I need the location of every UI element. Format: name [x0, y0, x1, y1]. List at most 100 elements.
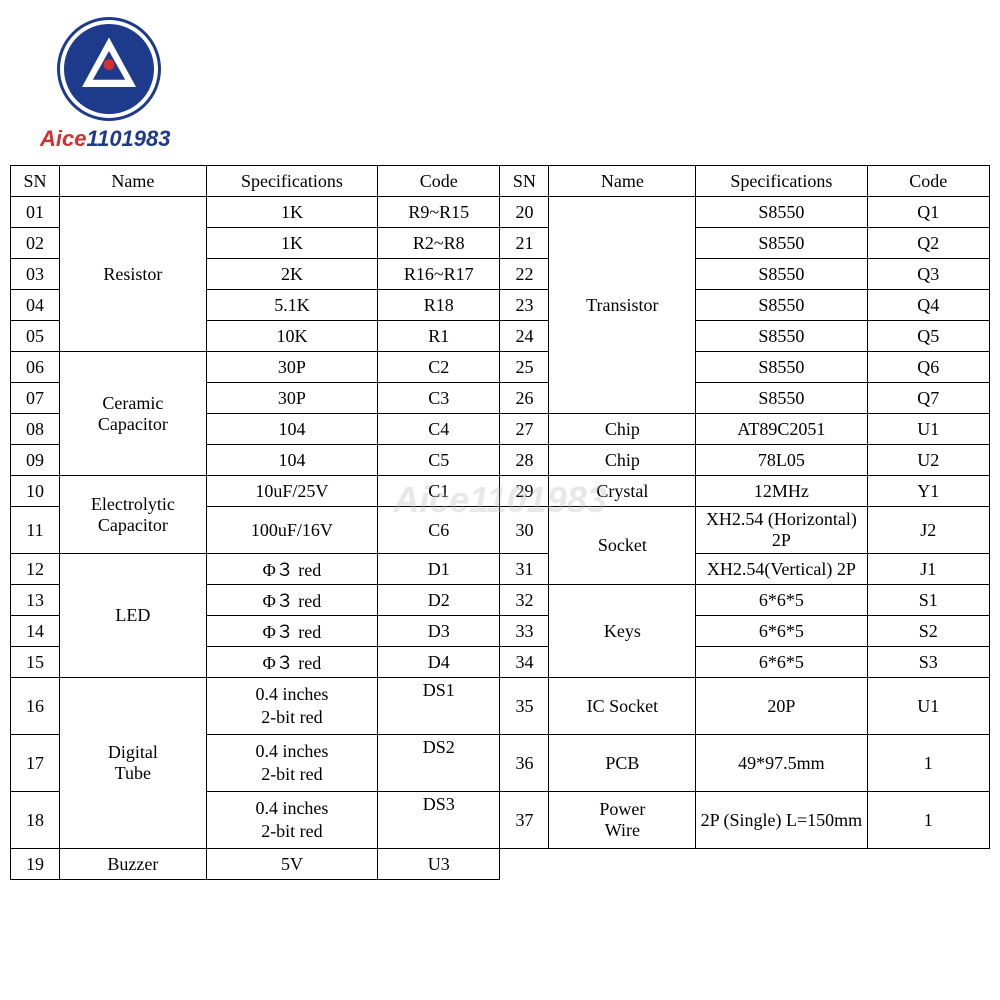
cell-sn: 25: [500, 352, 549, 383]
cell-sn: 06: [11, 352, 60, 383]
cell-code: Q4: [867, 290, 989, 321]
cell-code: D1: [378, 554, 500, 585]
header-spec: Specifications: [206, 166, 377, 197]
cell-name: IC Socket: [549, 678, 696, 735]
cell-code: C4: [378, 414, 500, 445]
cell-spec: XH2.54 (Horizontal) 2P: [696, 507, 867, 554]
cell-spec: 49*97.5mm: [696, 735, 867, 792]
cell-spec: Φ３ red: [206, 585, 377, 616]
cell-name: CeramicCapacitor: [59, 352, 206, 476]
cell-code: U3: [378, 849, 500, 880]
cell-spec: Φ３ red: [206, 616, 377, 647]
cell-code: Q1: [867, 197, 989, 228]
cell-name: Chip: [549, 414, 696, 445]
cell-spec: 2K: [206, 259, 377, 290]
table-row: 06CeramicCapacitor30PC225S8550Q6: [11, 352, 990, 383]
cell-sn: 05: [11, 321, 60, 352]
table-row: 01Resistor1KR9~R1520TransistorS8550Q1: [11, 197, 990, 228]
cell-spec: 30P: [206, 383, 377, 414]
cell-spec: 0.4 inches2-bit red: [206, 678, 377, 735]
logo-text-blue: 1101983: [86, 126, 170, 151]
cell-sn: 02: [11, 228, 60, 259]
cell-name: PCB: [549, 735, 696, 792]
cell-code: J1: [867, 554, 989, 585]
cell-code: J2: [867, 507, 989, 554]
cell-spec: 0.4 inches2-bit red: [206, 792, 377, 849]
cell-spec: 6*6*5: [696, 647, 867, 678]
cell-spec: 6*6*5: [696, 616, 867, 647]
cell-name: Keys: [549, 585, 696, 678]
cell-sn: 01: [11, 197, 60, 228]
cell-spec: 104: [206, 414, 377, 445]
cell-code: D2: [378, 585, 500, 616]
cell-empty: [867, 849, 989, 880]
cell-spec: 10K: [206, 321, 377, 352]
cell-sn: 33: [500, 616, 549, 647]
cell-sn: 36: [500, 735, 549, 792]
cell-sn: 31: [500, 554, 549, 585]
cell-sn: 08: [11, 414, 60, 445]
cell-sn: 24: [500, 321, 549, 352]
cell-sn: 14: [11, 616, 60, 647]
cell-sn: 21: [500, 228, 549, 259]
cell-code: C2: [378, 352, 500, 383]
cell-sn: 03: [11, 259, 60, 290]
cell-empty: [696, 849, 867, 880]
cell-sn: 28: [500, 445, 549, 476]
cell-spec: 1K: [206, 228, 377, 259]
cell-spec: XH2.54(Vertical) 2P: [696, 554, 867, 585]
header-sn2: SN: [500, 166, 549, 197]
cell-sn: 32: [500, 585, 549, 616]
cell-code: DS3: [378, 792, 500, 849]
cell-spec: S8550: [696, 383, 867, 414]
cell-code: R2~R8: [378, 228, 500, 259]
header-name2: Name: [549, 166, 696, 197]
cell-sn: 15: [11, 647, 60, 678]
cell-code: 1: [867, 735, 989, 792]
cell-name: Buzzer: [59, 849, 206, 880]
cell-code: C6: [378, 507, 500, 554]
cell-code: R16~R17: [378, 259, 500, 290]
cell-empty: [500, 849, 549, 880]
header-name: Name: [59, 166, 206, 197]
cell-code: U2: [867, 445, 989, 476]
header-sn: SN: [11, 166, 60, 197]
cell-spec: S8550: [696, 259, 867, 290]
cell-spec: S8550: [696, 197, 867, 228]
cell-empty: [549, 849, 696, 880]
logo-circle-icon: [60, 20, 158, 118]
parts-table-container: SN Name Specifications Code SN Name Spec…: [10, 165, 990, 880]
cell-code: S1: [867, 585, 989, 616]
cell-sn: 19: [11, 849, 60, 880]
table-body: 01Resistor1KR9~R1520TransistorS8550Q102 1…: [11, 197, 990, 880]
cell-name: Crystal: [549, 476, 696, 507]
cell-sn: 12: [11, 554, 60, 585]
cell-name: Transistor: [549, 197, 696, 414]
cell-spec: 5.1K: [206, 290, 377, 321]
cell-code: Q7: [867, 383, 989, 414]
cell-sn: 07: [11, 383, 60, 414]
cell-sn: 35: [500, 678, 549, 735]
cell-code: Q6: [867, 352, 989, 383]
header-code2: Code: [867, 166, 989, 197]
table-header-row: SN Name Specifications Code SN Name Spec…: [11, 166, 990, 197]
cell-name: PowerWire: [549, 792, 696, 849]
header-spec2: Specifications: [696, 166, 867, 197]
cell-sn: 26: [500, 383, 549, 414]
cell-spec: 30P: [206, 352, 377, 383]
cell-spec: 0.4 inches2-bit red: [206, 735, 377, 792]
cell-spec: 2P (Single) L=150mm: [696, 792, 867, 849]
cell-sn: 18: [11, 792, 60, 849]
cell-code: 1: [867, 792, 989, 849]
cell-sn: 27: [500, 414, 549, 445]
cell-sn: 17: [11, 735, 60, 792]
cell-spec: 12MHz: [696, 476, 867, 507]
cell-code: D4: [378, 647, 500, 678]
cell-spec: 78L05: [696, 445, 867, 476]
cell-code: S2: [867, 616, 989, 647]
cell-spec: S8550: [696, 352, 867, 383]
cell-code: Q5: [867, 321, 989, 352]
brand-logo: Aice1101983: [40, 20, 190, 150]
cell-name: Socket: [549, 507, 696, 585]
cell-name: Chip: [549, 445, 696, 476]
